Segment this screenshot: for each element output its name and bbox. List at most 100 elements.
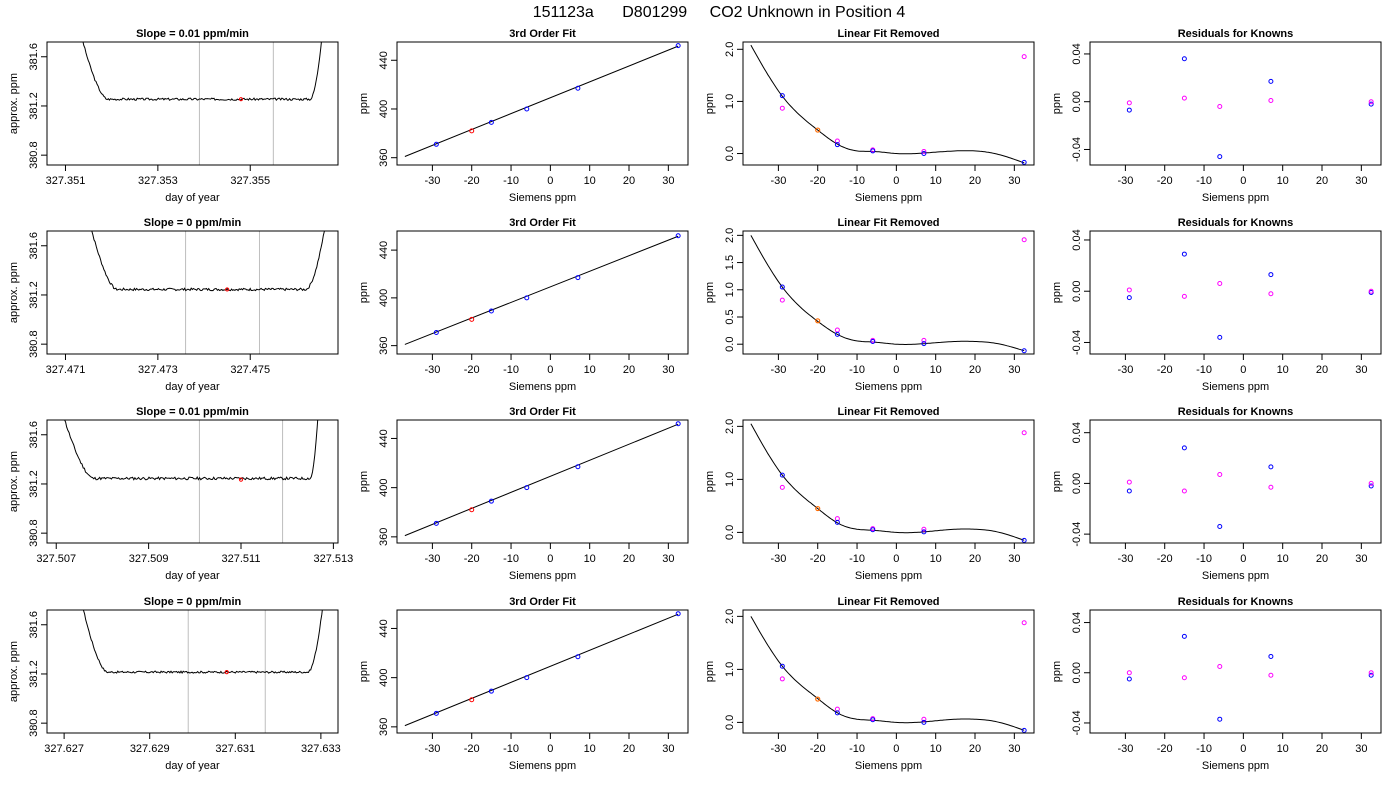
panel-title: Linear Fit Removed	[837, 596, 939, 608]
y-axis-label: ppm	[358, 661, 370, 682]
alt-point	[779, 105, 785, 111]
x-tick-label: 0	[547, 364, 553, 376]
unknown-point	[469, 316, 475, 322]
standard-point	[524, 485, 530, 491]
standard-point	[575, 464, 581, 470]
standard-point	[675, 43, 681, 49]
standard-point	[488, 688, 494, 694]
x-tick-label: 30	[662, 175, 674, 187]
y-tick-label: 0.04	[1071, 43, 1083, 64]
axes-frame	[46, 230, 339, 355]
y-tick-label: 0.00	[1071, 91, 1083, 112]
plot-area	[1126, 251, 1374, 340]
standard-point	[834, 142, 840, 148]
y-tick-label: 360	[378, 528, 390, 546]
plot-area	[750, 616, 1027, 733]
axes-frame	[1089, 609, 1382, 734]
panel-linear-row1: Linear Fit Removed -30 -20 -10 0 10 20 30 0.0 1.0…	[704, 28, 1035, 204]
x-tick-label: 327.475	[230, 364, 270, 376]
standard-point	[488, 308, 494, 314]
x-tick-label: -20	[810, 175, 826, 187]
x-tick-label: 0	[1240, 743, 1246, 755]
residual-point	[1181, 445, 1187, 451]
plot-area	[82, 42, 322, 165]
x-tick-label: 30	[1008, 553, 1020, 565]
panel-grid: Slope = 0.01 ppm/min 327.351 327.353 327.35…	[8, 28, 1382, 772]
x-tick-label: -20	[810, 743, 826, 755]
unknown-point	[815, 505, 821, 512]
residual-point-alt	[1217, 103, 1223, 109]
x-axis-label: Siemens ppm	[509, 760, 576, 772]
y-axis-label: ppm	[1051, 282, 1063, 303]
standard-point	[675, 421, 681, 427]
plot-area	[750, 44, 1027, 165]
standard-point	[1021, 348, 1027, 354]
unknown-point	[469, 697, 475, 703]
x-tick-label: 10	[1277, 743, 1289, 755]
y-tick-label: -0.04	[1071, 330, 1083, 355]
residual-point	[1268, 78, 1274, 84]
x-tick-label: 0	[547, 743, 553, 755]
cubic-fit-curve	[750, 616, 1025, 731]
x-tick-label: -30	[424, 364, 440, 376]
y-tick-label: 2.0	[724, 42, 736, 57]
y-tick-label: 0.04	[1071, 612, 1083, 633]
x-tick-label: 327.509	[129, 553, 169, 565]
alt-point	[921, 148, 927, 154]
x-tick-label: 30	[1008, 743, 1020, 755]
y-tick-label: 381.2	[28, 470, 40, 498]
y-tick-label: 381.6	[28, 421, 40, 449]
standard-point	[488, 119, 494, 125]
alt-point	[779, 484, 785, 490]
x-tick-label: -30	[770, 175, 786, 187]
unknown-point	[469, 507, 475, 513]
y-tick-label: 400	[378, 100, 390, 118]
y-tick-label: 0.04	[1071, 229, 1083, 250]
x-tick-label: 20	[969, 743, 981, 755]
panel-linear-row2: Linear Fit Removed -30 -20 -10 0 10 20 30 0.0 0.5…	[704, 217, 1035, 393]
x-tick-label: -10	[503, 175, 519, 187]
plot-area	[1126, 56, 1374, 160]
residual-point	[1126, 107, 1132, 113]
standard-point	[834, 519, 840, 525]
standard-point	[575, 275, 581, 281]
residual-point-alt	[1181, 95, 1187, 101]
y-tick-label: 360	[378, 149, 390, 167]
panel-title: Linear Fit Removed	[837, 217, 939, 229]
unknown-point	[815, 127, 821, 133]
axes-frame	[46, 41, 339, 166]
x-tick-label: 327.471	[46, 364, 86, 376]
x-tick-label: -20	[464, 364, 480, 376]
unknown-point	[815, 696, 821, 702]
main-title: 151123a D801299 CO2 Unknown in Position …	[533, 4, 906, 21]
panel-title: Residuals for Knowns	[1178, 217, 1294, 229]
y-tick-label: 400	[378, 668, 390, 686]
standard-point	[675, 233, 681, 239]
panel-title: 3rd Order Fit	[509, 28, 576, 40]
y-tick-label: 0.0	[724, 715, 736, 730]
axes-frame	[396, 230, 689, 355]
x-tick-label: -30	[1117, 364, 1133, 376]
x-tick-label: 10	[1277, 175, 1289, 187]
standard-point	[433, 330, 439, 336]
y-axis-label: approx. ppm	[8, 73, 20, 134]
axes-frame	[1089, 230, 1382, 355]
x-tick-label: 30	[1008, 364, 1020, 376]
panel-title: 3rd Order Fit	[509, 596, 576, 608]
residual-point-alt	[1217, 663, 1223, 669]
x-axis-label: Siemens ppm	[855, 381, 922, 393]
standard-point	[921, 151, 927, 157]
x-tick-label: 0	[1240, 364, 1246, 376]
mean-marker	[224, 670, 229, 675]
y-axis-label: approx. ppm	[8, 262, 20, 323]
x-tick-label: 30	[1355, 364, 1367, 376]
y-tick-label: 0.00	[1071, 281, 1083, 302]
residual-point	[1217, 154, 1223, 160]
residual-point-alt	[1181, 488, 1187, 494]
y-axis-label: ppm	[1051, 661, 1063, 682]
axes-frame	[1089, 41, 1382, 166]
residual-point	[1126, 488, 1132, 494]
residual-point-alt	[1181, 293, 1187, 299]
residual-point	[1217, 524, 1223, 530]
y-tick-label: 0.0	[724, 337, 736, 352]
